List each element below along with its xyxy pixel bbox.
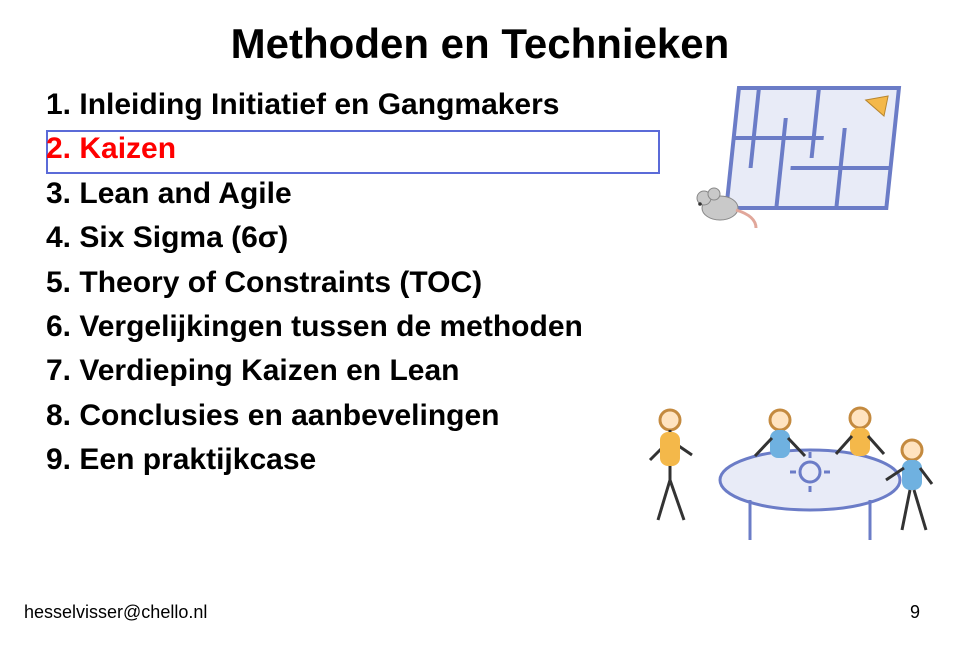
maze-illustration	[690, 78, 910, 248]
list-text: Vergelijkingen tussen de methoden	[79, 310, 582, 343]
list-text: Theory of Constraints (TOC)	[79, 266, 482, 299]
list-item: 6. Vergelijkingen tussen de methoden	[46, 308, 914, 346]
list-num: 2.	[46, 132, 71, 165]
list-text: Inleiding Initiatief en Gangmakers	[79, 88, 559, 121]
list-text: Six Sigma (6σ)	[79, 221, 288, 254]
list-num: 5.	[46, 266, 71, 299]
list-num: 8.	[46, 399, 71, 432]
list-text: Verdieping Kaizen en Lean	[79, 354, 459, 387]
list-num: 3.	[46, 177, 71, 210]
list-num: 6.	[46, 310, 71, 343]
list-text: Conclusies en aanbevelingen	[79, 399, 499, 432]
list-text: Lean and Agile	[79, 177, 291, 210]
slide-container: Methoden en Technieken 1. Inleiding Init…	[0, 0, 960, 645]
footer-email: hesselvisser@chello.nl	[24, 602, 207, 623]
list-num: 4.	[46, 221, 71, 254]
list-num: 1.	[46, 88, 71, 121]
team-illustration	[640, 360, 940, 560]
list-num: 7.	[46, 354, 71, 387]
list-num: 9.	[46, 443, 71, 476]
list-item: 5. Theory of Constraints (TOC)	[46, 264, 914, 302]
list-text: Een praktijkcase	[79, 443, 316, 476]
page-title: Methoden en Technieken	[36, 20, 924, 68]
list-text: Kaizen	[79, 132, 176, 165]
page-number: 9	[910, 602, 920, 623]
